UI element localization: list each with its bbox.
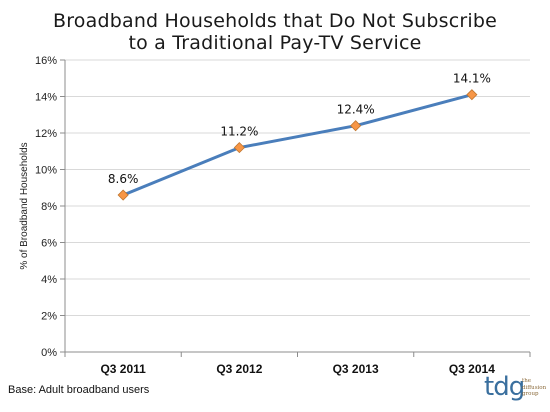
- y-tick-label: 0%: [41, 347, 57, 359]
- data-label: 8.6%: [108, 172, 139, 186]
- y-tick-label: 12%: [35, 128, 57, 140]
- y-tick-label: 8%: [41, 201, 57, 213]
- logo-sub-group: group: [522, 391, 539, 397]
- data-point-marker: [350, 120, 362, 132]
- x-tick-label: Q3 2014: [449, 362, 495, 376]
- data-label: 12.4%: [337, 103, 375, 117]
- y-tick-label: 4%: [41, 274, 57, 286]
- logo-subtext: the diffusion group: [522, 378, 548, 398]
- data-point-marker: [117, 189, 129, 201]
- y-tick-label: 14%: [35, 92, 57, 104]
- chart-title-line-2: to a Traditional Pay-TV Service: [128, 32, 422, 54]
- data-label: 14.1%: [453, 72, 491, 86]
- logo-mark: tdg: [484, 372, 525, 402]
- x-tick-label: Q3 2013: [333, 362, 379, 376]
- data-point-marker: [466, 89, 478, 101]
- y-axis-title: % of Broadband Households: [19, 142, 30, 269]
- data-point-marker: [233, 142, 245, 154]
- x-tick-label: Q3 2011: [100, 362, 146, 376]
- y-tick-label: 10%: [35, 165, 57, 177]
- logo-sub-diffusion: diffusion: [522, 384, 547, 391]
- tdg-logo: tdg the diffusion group: [484, 372, 548, 408]
- y-tick-label: 6%: [41, 238, 57, 250]
- series-line: [121, 93, 474, 197]
- logo-sub-the: the: [522, 378, 532, 384]
- data-label: 11.2%: [220, 125, 258, 139]
- footnote: Base: Adult broadband users: [8, 384, 150, 396]
- chart-title-line-1: Broadband Households that Do Not Subscri…: [52, 10, 498, 32]
- y-tick-label: 16%: [35, 55, 57, 67]
- y-tick-label: 2%: [41, 311, 57, 323]
- x-tick-label: Q3 2012: [216, 362, 262, 376]
